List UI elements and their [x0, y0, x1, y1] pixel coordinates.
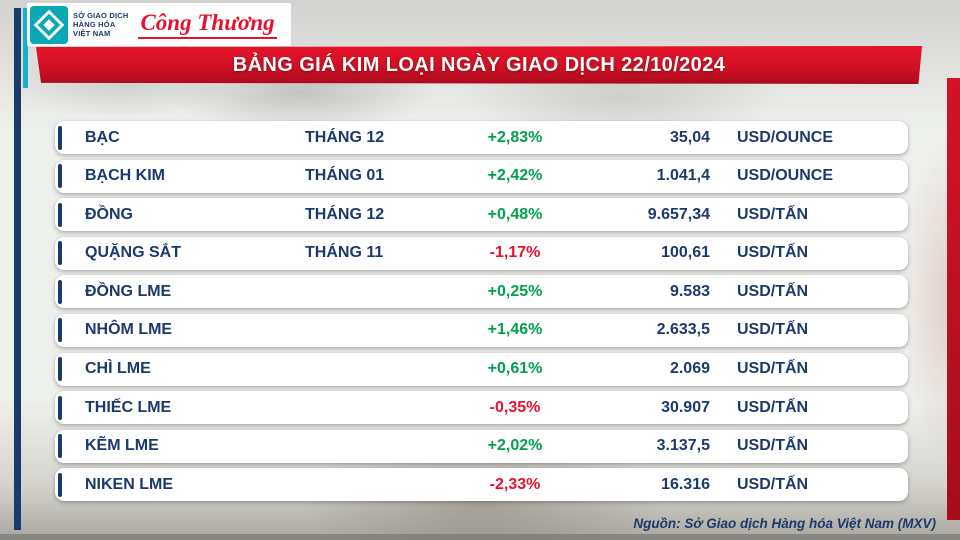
page-title: BẢNG GIÁ KIM LOẠI NGÀY GIAO DỊCH 22/10/2… [232, 53, 726, 76]
price-unit: USD/OUNCE [737, 167, 834, 185]
table-row: THIẾC LME -0,35% 30.907 USD/TẤN [55, 391, 908, 425]
price-unit: USD/TẤN [737, 437, 809, 455]
price-value: 35,04 [669, 128, 710, 146]
price-value: 3.137,5 [656, 437, 710, 455]
commodity-name: CHÌ LME [85, 360, 151, 378]
row-accent-bar [58, 472, 62, 497]
percent-change: +2,42% [487, 167, 543, 185]
mxv-logo-line: SỞ GIAO DỊCH [73, 11, 129, 20]
row-accent-bar [58, 279, 62, 304]
price-value: 9.657,34 [647, 205, 710, 223]
table-row: ĐỒNG THÁNG 12 +0,48% 9.657,34 USD/TẤN [55, 198, 908, 232]
row-accent-bar [58, 434, 62, 459]
left-teal-bar [23, 8, 28, 88]
percent-change: +2,83% [487, 128, 543, 146]
price-unit: USD/TẤN [737, 475, 809, 493]
source-note: Nguồn: Sở Giao dịch Hàng hóa Việt Nam (M… [633, 516, 936, 531]
contract-month: THÁNG 12 [305, 205, 385, 223]
price-unit: USD/TẤN [737, 398, 809, 416]
contract-month: THÁNG 11 [305, 244, 384, 262]
price-value: 100,61 [661, 244, 710, 262]
commodity-name: NHÔM LME [85, 321, 173, 339]
table-row: QUẶNG SẮT THÁNG 11 -1,17% 100,61 USD/TẤN [55, 236, 908, 270]
table-row: NHÔM LME +1,46% 2.633,5 USD/TẤN [55, 313, 908, 347]
right-red-bar [947, 78, 960, 520]
price-unit: USD/TẤN [737, 282, 809, 300]
title-banner: BẢNG GIÁ KIM LOẠI NGÀY GIAO DỊCH 22/10/2… [36, 46, 922, 84]
left-navy-bar [14, 8, 21, 530]
mxv-logo-line: HÀNG HÓA [73, 20, 116, 29]
row-accent-bar [58, 241, 62, 266]
price-value: 1.041,4 [656, 167, 710, 185]
percent-change: +0,48% [487, 205, 543, 223]
price-unit: USD/TẤN [737, 360, 809, 378]
row-accent-bar [58, 357, 62, 382]
table-row: NIKEN LME -2,33% 16.316 USD/TẤN [55, 468, 908, 502]
price-unit: USD/TẤN [737, 321, 809, 339]
table-row: BẠC THÁNG 12 +2,83% 35,04 USD/OUNCE [55, 121, 908, 154]
percent-change: -1,17% [489, 244, 541, 262]
table-row: BẠCH KIM THÁNG 01 +2,42% 1.041,4 USD/OUN… [55, 159, 908, 193]
percent-change: +0,61% [487, 360, 543, 378]
percent-change: +2,02% [487, 437, 543, 455]
price-value: 30.907 [661, 398, 710, 416]
row-accent-bar [58, 318, 62, 343]
price-unit: USD/TẤN [737, 244, 809, 262]
commodity-name: THIẾC LME [85, 398, 172, 416]
price-unit: USD/TẤN [737, 205, 809, 223]
price-value: 2.069 [669, 360, 710, 378]
row-accent-bar [58, 202, 62, 227]
row-accent-bar [58, 164, 62, 189]
mxv-diamond-icon [30, 5, 68, 44]
commodity-name: QUẶNG SẮT [85, 244, 181, 262]
percent-change: +1,46% [487, 321, 543, 339]
percent-change: -2,33% [489, 475, 541, 493]
price-value: 9.583 [669, 282, 710, 300]
price-value: 2.633,5 [656, 321, 710, 339]
price-table: BẠC THÁNG 12 +2,83% 35,04 USD/OUNCE BẠCH… [55, 121, 908, 507]
commodity-name: BẠC [85, 128, 120, 146]
commodity-name: ĐỒNG LME [85, 282, 172, 300]
table-row: CHÌ LME +0,61% 2.069 USD/TẤN [55, 352, 908, 386]
logo-area: SỞ GIAO DỊCH HÀNG HÓA VIỆT NAM Công Thươ… [27, 3, 291, 46]
mxv-logo: SỞ GIAO DỊCH HÀNG HÓA VIỆT NAM [30, 5, 128, 44]
contract-month: THÁNG 12 [305, 128, 385, 146]
congthuong-logo: Công Thương [138, 11, 277, 39]
mxv-logo-line: VIỆT NAM [73, 29, 111, 38]
mxv-logo-text: SỞ GIAO DỊCH HÀNG HÓA VIỆT NAM [73, 11, 128, 38]
commodity-name: KẼM LME [85, 437, 159, 455]
table-row: ĐỒNG LME +0,25% 9.583 USD/TẤN [55, 275, 908, 309]
bottom-strip [0, 534, 960, 540]
row-accent-bar [58, 395, 62, 420]
commodity-name: BẠCH KIM [85, 167, 165, 185]
price-value: 16.316 [661, 475, 710, 493]
row-accent-bar [58, 125, 62, 150]
percent-change: +0,25% [487, 282, 543, 300]
commodity-name: NIKEN LME [85, 475, 173, 493]
percent-change: -0,35% [489, 398, 541, 416]
price-unit: USD/OUNCE [737, 128, 834, 146]
contract-month: THÁNG 01 [305, 167, 385, 185]
commodity-name: ĐỒNG [85, 205, 133, 223]
table-row: KẼM LME +2,02% 3.137,5 USD/TẤN [55, 429, 908, 463]
